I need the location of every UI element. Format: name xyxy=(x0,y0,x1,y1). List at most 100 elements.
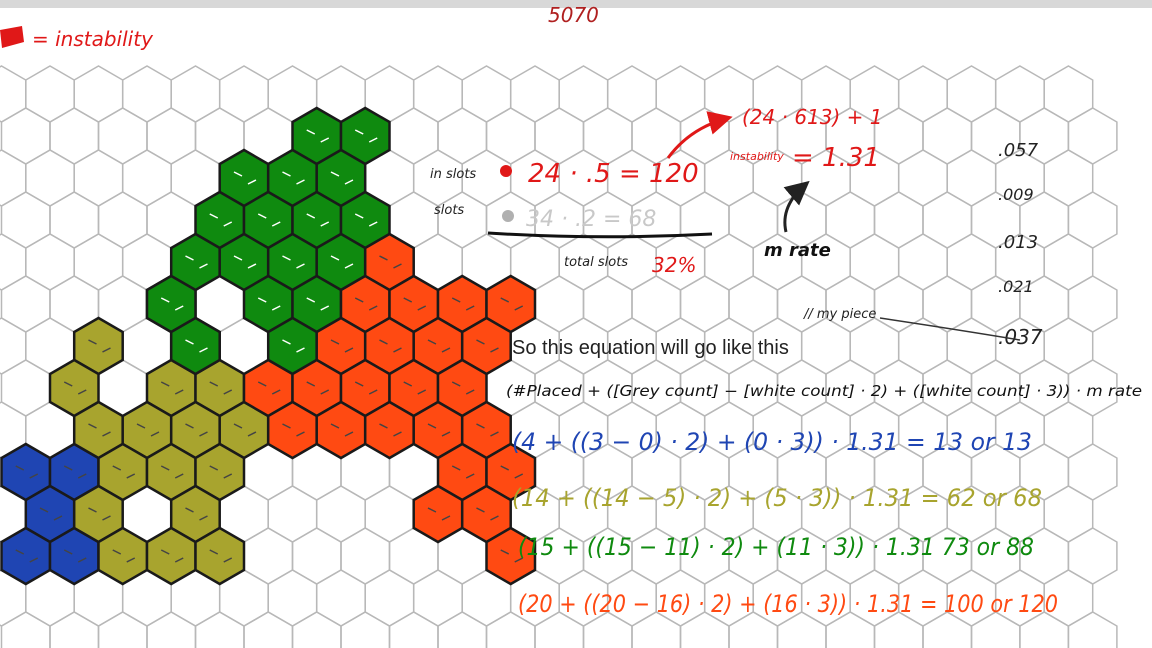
explanation-text: So this equation will go like this xyxy=(512,337,789,359)
grid-hex xyxy=(679,611,730,648)
hex-pieces xyxy=(0,106,537,586)
grid-hex xyxy=(825,191,876,249)
grid-hex xyxy=(631,107,682,165)
rate-4: .021 xyxy=(998,277,1034,296)
piece-mark xyxy=(476,339,499,353)
orange-piece-hex xyxy=(363,400,415,460)
grid-hex xyxy=(170,65,221,123)
grid-hex xyxy=(534,107,585,165)
grid-hex xyxy=(946,65,997,123)
grid-hex xyxy=(825,275,876,333)
grid-hex xyxy=(849,233,900,291)
piece-mark xyxy=(63,465,87,479)
grid-hex xyxy=(825,611,876,648)
grid-hex xyxy=(1019,611,1070,648)
piece-mark xyxy=(500,297,524,311)
piece-mark xyxy=(427,423,451,437)
grid-hex xyxy=(897,233,948,291)
equation-olive: (14 + ((14 − 5) · 2) + (5 · 3)) · 1.31 =… xyxy=(512,484,1042,512)
piece-mark xyxy=(354,213,378,227)
grid-hex xyxy=(97,611,148,648)
grid-hex xyxy=(73,233,124,291)
equation-general: (#Placed + ([Grey count] − [white count]… xyxy=(506,382,1142,400)
grid-hex xyxy=(800,317,851,375)
formula-top: (24 · 613) + 1 xyxy=(742,105,883,129)
orange-piece-hex xyxy=(266,400,318,460)
grid-hex xyxy=(582,611,633,648)
grid-hex xyxy=(873,191,924,249)
grid-hex xyxy=(0,149,27,207)
grid-hex xyxy=(291,527,342,585)
piece-mark xyxy=(379,255,402,269)
rate-3: .013 xyxy=(998,232,1038,253)
grid-hex xyxy=(0,275,51,333)
grid-hex xyxy=(922,611,973,648)
grid-hex xyxy=(1067,527,1118,585)
grid-hex xyxy=(121,65,172,123)
piece-mark xyxy=(185,507,208,521)
piece-mark xyxy=(403,297,427,311)
piece-mark xyxy=(185,255,208,269)
grid-hex xyxy=(49,191,100,249)
grid-hex xyxy=(1043,65,1094,123)
piece-mark xyxy=(330,339,354,353)
olive-piece-hex xyxy=(97,526,149,586)
grid-hex xyxy=(1043,401,1094,459)
piece-mark xyxy=(354,297,378,311)
grid-hex xyxy=(1067,275,1118,333)
piece-mark xyxy=(185,339,208,353)
grid-hex xyxy=(728,611,779,648)
piece-mark xyxy=(306,129,330,143)
top-label: 5070 xyxy=(548,3,599,27)
in-slots-label: in slots xyxy=(430,167,476,182)
grid-hex xyxy=(897,65,948,123)
piece-mark xyxy=(15,465,39,479)
piece-mark xyxy=(233,255,257,269)
piece-mark xyxy=(379,423,402,437)
grid-hex xyxy=(437,611,488,648)
equation-blue: (4 + ((3 − 0) · 2) + (0 · 3)) · 1.31 = 1… xyxy=(512,428,1032,456)
grid-hex xyxy=(97,191,148,249)
grid-hex xyxy=(25,233,75,291)
grid-hex xyxy=(994,65,1045,123)
slots-label: slots xyxy=(434,203,464,218)
grid-hex xyxy=(49,107,100,165)
piece-mark xyxy=(209,213,233,227)
piece-mark xyxy=(476,507,499,521)
piece-mark xyxy=(282,255,305,269)
orange-piece-hex xyxy=(485,526,537,586)
grid-hex xyxy=(364,485,415,543)
grid-hex xyxy=(703,233,754,291)
grid-hex xyxy=(582,275,633,333)
piece-mark xyxy=(209,549,233,563)
grid-hex xyxy=(146,611,197,648)
piece-mark xyxy=(354,381,378,395)
piece-mark xyxy=(451,465,475,479)
piece-mark xyxy=(88,423,111,437)
piece-mark xyxy=(403,381,427,395)
grid-hex xyxy=(485,611,536,648)
grid-hex xyxy=(25,65,75,123)
piece-mark xyxy=(88,507,111,521)
legend-label: = instability xyxy=(32,27,154,51)
grid-hex xyxy=(1067,191,1118,249)
grid-hex xyxy=(218,65,269,123)
grid-hex xyxy=(388,611,439,648)
piece-mark xyxy=(39,507,63,521)
grid-hex xyxy=(631,611,682,648)
grid-hex xyxy=(0,65,27,123)
mrate-label: m rate xyxy=(764,240,831,261)
top-bar xyxy=(0,0,1152,8)
piece-mark xyxy=(112,549,136,563)
rate-1: .057 xyxy=(998,140,1039,161)
piece-mark xyxy=(306,213,330,227)
piece-mark xyxy=(330,423,354,437)
total-slots-label: total slots xyxy=(564,255,628,270)
grid-hex xyxy=(728,275,779,333)
grid-hex xyxy=(1067,611,1118,648)
grid-hex xyxy=(25,149,75,207)
piece-mark xyxy=(330,171,354,185)
grid-hex xyxy=(0,359,51,417)
grid-hex xyxy=(679,191,730,249)
grid-hex xyxy=(922,275,973,333)
